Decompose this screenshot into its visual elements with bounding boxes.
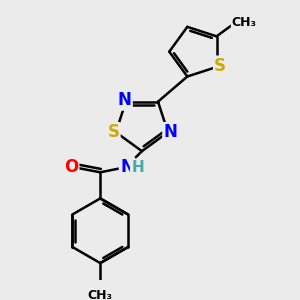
Text: S: S (214, 57, 226, 75)
Text: N: N (164, 123, 177, 141)
Text: N: N (120, 158, 134, 176)
Text: H: H (131, 160, 144, 175)
Text: CH₃: CH₃ (232, 16, 257, 29)
Text: CH₃: CH₃ (88, 289, 113, 300)
Text: S: S (107, 123, 119, 141)
Text: N: N (118, 92, 131, 110)
Text: O: O (64, 158, 78, 176)
